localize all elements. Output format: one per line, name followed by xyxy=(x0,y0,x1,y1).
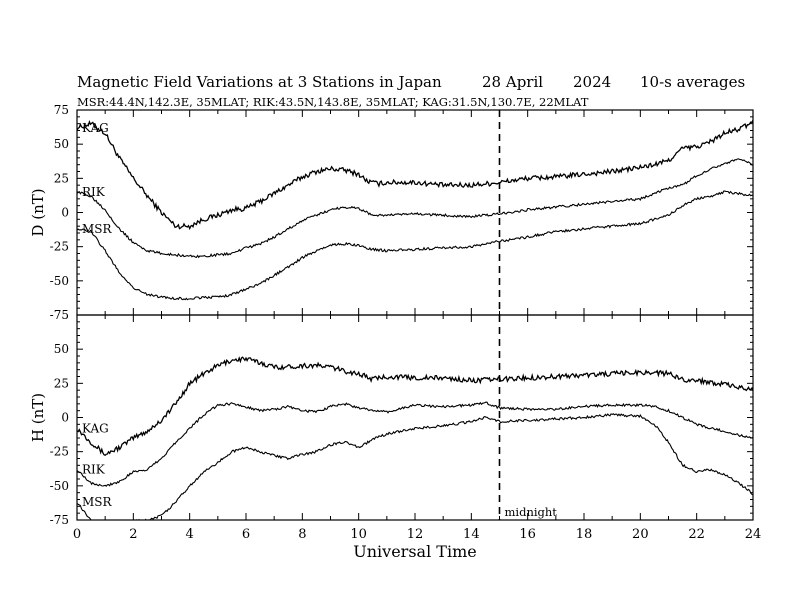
series-line-kag-bottom xyxy=(77,356,753,456)
x-tick-label: 0 xyxy=(73,527,81,542)
series-line-msr-bottom xyxy=(77,413,753,520)
series-label-rik-top: RIK xyxy=(82,185,106,199)
y-tick-label-bottom: -50 xyxy=(50,479,69,493)
y-axis-label-top: D (nT) xyxy=(29,188,47,236)
x-tick-label: 20 xyxy=(632,527,649,542)
series-label-msr-bottom: MSR xyxy=(82,495,113,509)
y-tick-label-top: -75 xyxy=(50,308,69,322)
y-tick-label-top: 25 xyxy=(54,171,69,185)
x-tick-label: 18 xyxy=(576,527,593,542)
series-line-rik-bottom xyxy=(77,401,753,487)
y-tick-label-bottom: -75 xyxy=(50,513,69,527)
chart-averaging: 10-s averages xyxy=(640,73,746,91)
series-line-kag-top xyxy=(77,119,753,231)
midnight-label: midnight xyxy=(505,505,558,519)
series-label-kag-top: KAG xyxy=(82,121,109,135)
series-line-rik-top xyxy=(77,158,753,259)
series-label-rik-bottom: RIK xyxy=(82,462,106,476)
x-tick-label: 16 xyxy=(519,527,536,542)
y-tick-label-bottom: 0 xyxy=(61,411,69,425)
chart-date: 28 April xyxy=(482,73,544,91)
stations-subtitle: MSR:44.4N,142.3E, 35MLAT; RIK:43.5N,143.… xyxy=(77,95,589,109)
y-tick-label-top: -50 xyxy=(50,274,69,288)
x-axis-label: Universal Time xyxy=(353,542,476,561)
y-tick-label-top: 0 xyxy=(61,206,69,220)
y-tick-label-top: 75 xyxy=(54,103,69,117)
y-tick-label-bottom: 50 xyxy=(54,342,69,356)
series-group-top xyxy=(77,119,753,301)
x-tick-label: 22 xyxy=(688,527,705,542)
chart-year: 2024 xyxy=(573,73,612,91)
series-label-kag-bottom: KAG xyxy=(82,421,109,435)
x-tick-label: 8 xyxy=(298,527,306,542)
series-group-bottom xyxy=(77,356,753,520)
y-tick-label-top: -25 xyxy=(50,240,69,254)
x-tick-label: 10 xyxy=(350,527,367,542)
x-tick-label: 4 xyxy=(186,527,194,542)
x-tick-label: 24 xyxy=(745,527,762,542)
x-tick-label: 2 xyxy=(129,527,137,542)
plot-frame-top xyxy=(76,109,754,316)
y-tick-label-top: 50 xyxy=(54,137,69,151)
y-axis-label-bottom: H (nT) xyxy=(29,393,47,442)
y-tick-label-bottom: -25 xyxy=(50,445,69,459)
x-tick-label: 6 xyxy=(242,527,250,542)
y-tick-label-bottom: 25 xyxy=(54,376,69,390)
x-tick-label: 14 xyxy=(463,527,480,542)
series-line-msr-top xyxy=(77,190,753,301)
plot-frame-bottom xyxy=(76,314,754,521)
x-tick-label: 12 xyxy=(407,527,424,542)
series-label-msr-top: MSR xyxy=(82,222,113,236)
chart-title: Magnetic Field Variations at 3 Stations … xyxy=(77,73,442,91)
